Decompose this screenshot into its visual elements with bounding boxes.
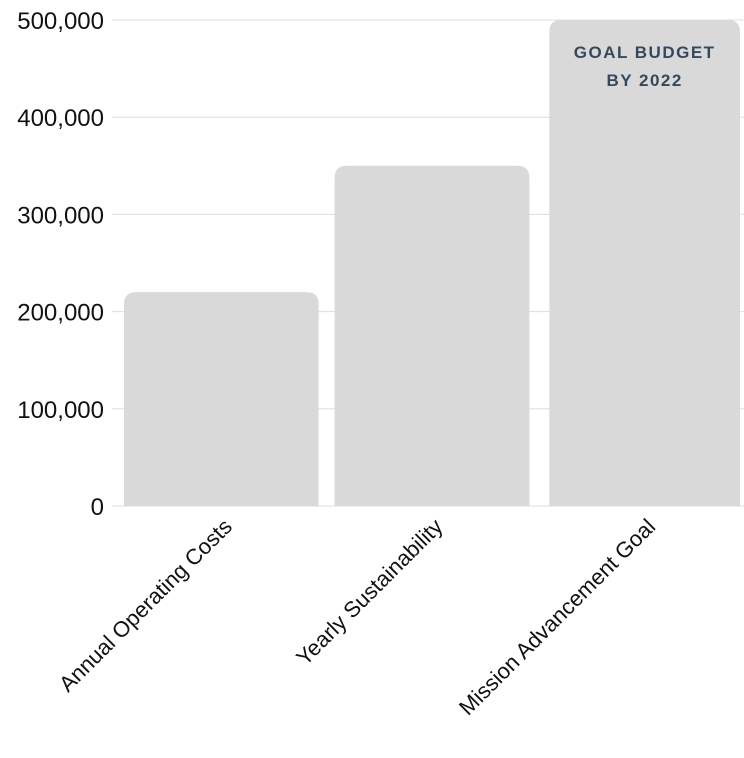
- y-tick-label: 300,000: [17, 202, 104, 229]
- bar-mission-advancement-goal: [549, 20, 740, 506]
- bars: [124, 20, 740, 507]
- annotation-line: BY 2022: [606, 71, 682, 90]
- bar-annual-operating-costs: [124, 292, 319, 506]
- x-category-label: Yearly Sustainability: [291, 514, 447, 670]
- y-axis-tick-labels: 0 100,000 200,000 300,000 400,000 500,000: [17, 8, 104, 521]
- goal-annotation: GOAL BUDGET BY 2022: [574, 43, 716, 90]
- x-category-label: Mission Advancement Goal: [454, 514, 660, 720]
- y-tick-label: 0: [91, 494, 104, 521]
- y-tick-label: 400,000: [17, 105, 104, 132]
- y-tick-label: 100,000: [17, 397, 104, 424]
- x-axis-category-labels: Annual Operating Costs Yearly Sustainabil…: [54, 514, 660, 720]
- x-category-label: Annual Operating Costs: [54, 514, 237, 697]
- annotation-line: GOAL BUDGET: [574, 43, 716, 62]
- y-tick-label: 200,000: [17, 300, 104, 327]
- bar-yearly-sustainability: [334, 165, 530, 507]
- y-tick-label: 500,000: [17, 8, 104, 35]
